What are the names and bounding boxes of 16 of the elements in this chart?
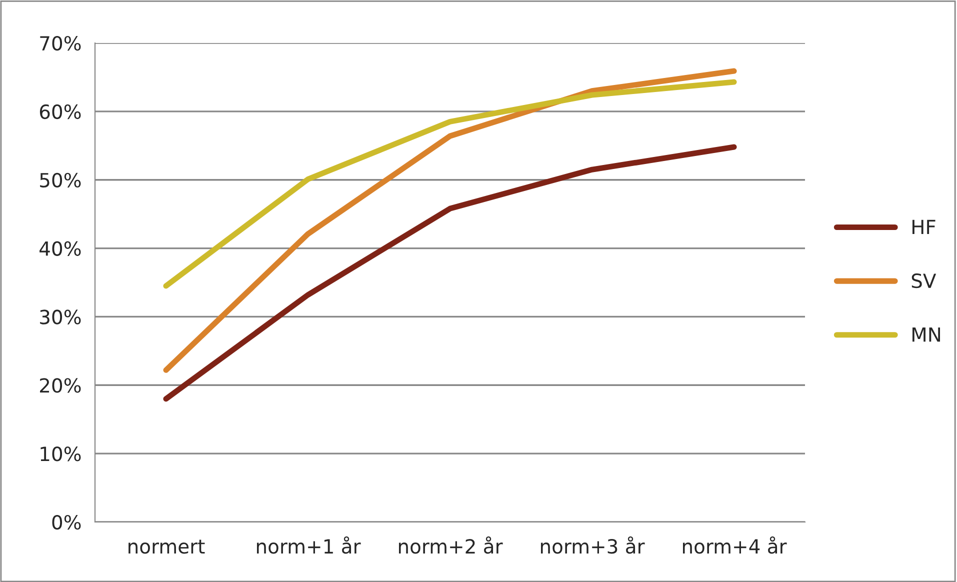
y-tick-label: 10%: [40, 446, 81, 462]
legend-label: MN: [912, 328, 940, 342]
legend-label: HF: [912, 220, 936, 234]
x-tick-label: norm+1 år: [256, 536, 361, 554]
y-tick-label: 40%: [40, 241, 81, 256]
y-tick-label: 60%: [40, 104, 81, 120]
legend-label: SV: [912, 273, 936, 288]
x-tick-label: normert: [128, 540, 205, 554]
y-tick-label: 30%: [40, 310, 81, 324]
y-tick-label: 20%: [40, 378, 81, 393]
x-tick-label: norm+2 år: [398, 536, 503, 554]
x-tick-label: norm+3 år: [540, 536, 645, 554]
y-tick-label: 0%: [52, 514, 81, 530]
y-tick-label: 50%: [40, 172, 81, 188]
y-tick-label: 70%: [40, 36, 81, 51]
x-tick-label: norm+4 år: [682, 536, 787, 554]
